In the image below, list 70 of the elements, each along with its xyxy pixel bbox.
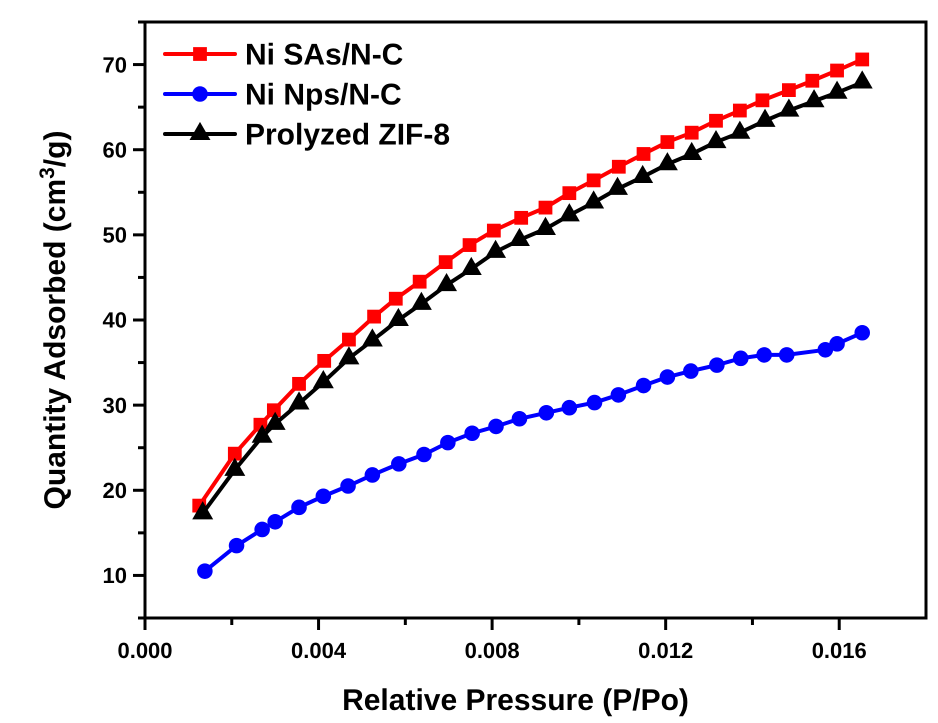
point bbox=[340, 478, 356, 494]
point bbox=[732, 104, 747, 118]
point bbox=[660, 369, 676, 385]
point bbox=[778, 347, 794, 363]
x-tick-label: 0.000 bbox=[117, 638, 173, 663]
y-tick-label: 60 bbox=[102, 137, 127, 162]
point bbox=[391, 456, 407, 472]
point bbox=[317, 354, 332, 368]
point bbox=[228, 446, 242, 461]
point bbox=[364, 467, 380, 483]
x-axis-title: Relative Pressure (P/Po) bbox=[342, 684, 689, 717]
point bbox=[830, 64, 844, 78]
point bbox=[367, 310, 381, 324]
point bbox=[709, 114, 723, 128]
point bbox=[586, 173, 601, 188]
point bbox=[612, 160, 626, 174]
y-tick-label: 70 bbox=[102, 52, 127, 78]
point bbox=[464, 425, 480, 441]
point bbox=[416, 446, 432, 462]
point bbox=[683, 363, 699, 379]
y-tick-label: 50 bbox=[102, 222, 127, 248]
point bbox=[291, 500, 307, 516]
point bbox=[636, 378, 652, 394]
point bbox=[732, 350, 749, 366]
point bbox=[854, 325, 870, 341]
point bbox=[462, 238, 476, 252]
point bbox=[438, 255, 453, 269]
point bbox=[709, 357, 725, 373]
point bbox=[610, 387, 626, 403]
point bbox=[267, 514, 283, 530]
point bbox=[782, 83, 796, 98]
point bbox=[538, 200, 552, 215]
legend-label: Ni SAs/N-C bbox=[245, 38, 404, 72]
point bbox=[562, 186, 576, 200]
point bbox=[486, 224, 501, 238]
point bbox=[440, 434, 456, 450]
point bbox=[512, 411, 528, 427]
legend-label: Ni Nps/N-C bbox=[245, 78, 402, 112]
point bbox=[197, 563, 213, 579]
point bbox=[684, 126, 699, 140]
y-tick-label: 20 bbox=[102, 478, 127, 503]
point bbox=[756, 93, 770, 108]
point bbox=[660, 135, 674, 149]
point bbox=[855, 52, 870, 66]
point bbox=[756, 347, 772, 363]
point bbox=[266, 403, 281, 418]
point bbox=[818, 342, 834, 358]
point bbox=[636, 147, 650, 161]
point bbox=[292, 376, 306, 391]
point bbox=[488, 418, 504, 434]
point bbox=[228, 538, 244, 554]
y-tick-label: 30 bbox=[102, 392, 127, 418]
point bbox=[805, 74, 820, 88]
x-tick-label: 0.008 bbox=[464, 638, 520, 663]
point bbox=[538, 405, 554, 421]
point bbox=[586, 394, 602, 410]
x-tick-label: 0.012 bbox=[638, 638, 694, 663]
point bbox=[388, 292, 403, 306]
point bbox=[254, 522, 270, 538]
point bbox=[342, 332, 356, 346]
point bbox=[514, 210, 528, 225]
legend-label: Prolyzed ZIF-8 bbox=[245, 118, 450, 152]
point bbox=[316, 488, 332, 504]
point bbox=[829, 336, 845, 352]
x-tick-label: 0.004 bbox=[291, 638, 347, 663]
y-tick-label: 10 bbox=[102, 563, 127, 588]
point bbox=[412, 274, 427, 289]
x-tick-label: 0.016 bbox=[812, 638, 867, 663]
y-tick-label: 40 bbox=[102, 308, 127, 333]
point bbox=[562, 400, 578, 416]
